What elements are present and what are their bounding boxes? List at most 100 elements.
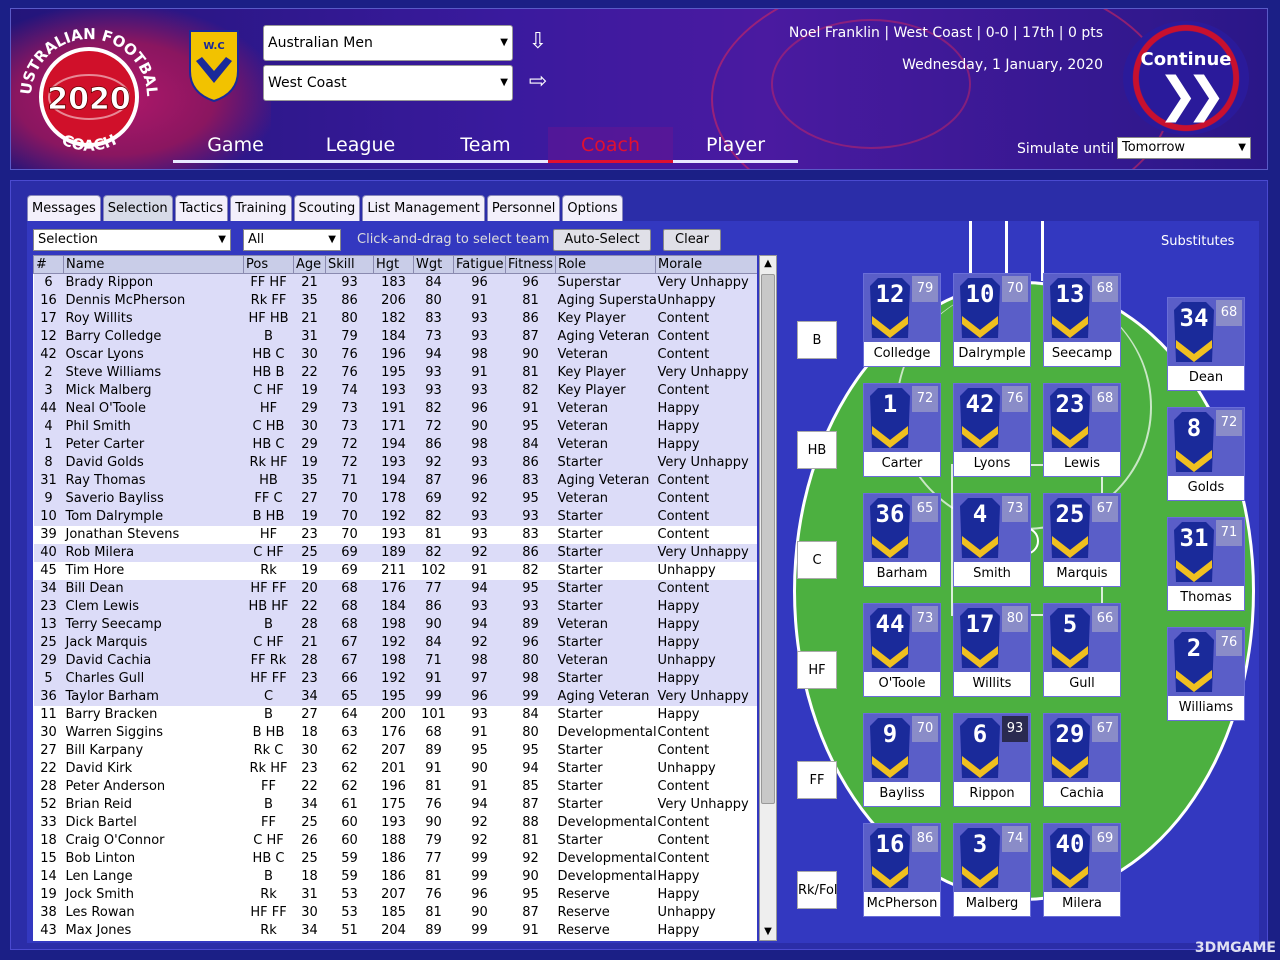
jersey-number: 16	[875, 830, 905, 858]
player-card[interactable]: 4 73 Smith	[953, 493, 1031, 587]
table-row[interactable]: 6 Brady Rippon FF HF 21 93 183 84 96 96 Superstar…	[33, 273, 757, 292]
table-row[interactable]: 13 Terry Seecamp B 28 68 198 90 94 89 Veteran Happ…	[33, 615, 757, 634]
table-row[interactable]: 23 Clem Lewis HB HF 22 68 184 86 93 93 Starter Hap…	[33, 597, 757, 616]
table-row[interactable]: 25 Jack Marquis C HF 21 67 192 84 92 96 Starter Ha…	[33, 633, 757, 652]
table-row[interactable]: 10 Tom Dalrymple B HB 19 70 192 82 93 93 Starter C…	[33, 507, 757, 526]
column-header[interactable]: Wgt	[413, 255, 454, 274]
player-card[interactable]: 9 70 Bayliss	[863, 713, 941, 807]
auto-select-button[interactable]: Auto-Select	[553, 229, 651, 251]
table-row[interactable]: 12 Barry Colledge B 31 79 184 73 93 87 Aging Vete…	[33, 327, 757, 346]
column-header[interactable]: Pos	[243, 255, 294, 274]
nav-league[interactable]: League	[298, 127, 423, 163]
table-row[interactable]: 4 Phil Smith C HB 30 73 171 72 90 95 Veteran Happy	[33, 417, 757, 436]
position-filter-select[interactable]: All ▼	[243, 229, 341, 251]
column-header[interactable]: Morale	[655, 255, 757, 274]
table-row[interactable]: 52 Brian Reid B 34 61 175 76 94 87 Starter Very Un…	[33, 795, 757, 814]
table-row[interactable]: 44 Neal O'Toole HF 29 73 191 82 96 91 Veteran Happ…	[33, 399, 757, 418]
nav-team[interactable]: Team	[423, 127, 548, 163]
tab-personnel[interactable]: Personnel	[486, 195, 561, 221]
column-header[interactable]: #	[33, 255, 64, 274]
table-row[interactable]: 2 Steve Williams HB B 22 76 195 93 91 81 Key Play…	[33, 363, 757, 382]
player-card[interactable]: 44 73 O'Toole	[863, 603, 941, 697]
nav-coach[interactable]: Coach	[548, 127, 673, 163]
cell-fatigue: 96	[453, 885, 506, 904]
table-row[interactable]: 42 Oscar Lyons HB C 30 76 196 94 98 90 Veteran Con…	[33, 345, 757, 364]
column-header[interactable]: Fitness	[505, 255, 556, 274]
table-row[interactable]: 22 David Kirk Rk HF 23 62 201 91 90 94 Starter Unh…	[33, 759, 757, 778]
load-game-icon[interactable]: ⇩	[528, 29, 548, 54]
table-row[interactable]: 34 Bill Dean HF FF 20 68 176 77 94 95 Starter Cont…	[33, 579, 757, 598]
table-row[interactable]: 3 Mick Malberg C HF 19 74 193 93 93 82 Key Player…	[33, 381, 757, 400]
tab-scouting[interactable]: Scouting	[293, 195, 361, 221]
nav-player[interactable]: Player	[673, 127, 798, 163]
table-row[interactable]: 33 Dick Bartel FF 25 60 193 90 92 88 Developmenta…	[33, 813, 757, 832]
clear-button[interactable]: Clear	[663, 229, 721, 251]
competition-select[interactable]: Australian Men ▼	[263, 25, 513, 61]
player-card[interactable]: 42 76 Lyons	[953, 383, 1031, 477]
table-row[interactable]: 28 Peter Anderson FF 22 62 196 81 91 85 Starter Co…	[33, 777, 757, 796]
table-row[interactable]: 38 Les Rowan HF FF 30 53 185 81 90 87 Reserve Unha…	[33, 903, 757, 922]
scroll-up-icon[interactable]: ▲	[764, 258, 772, 269]
player-card[interactable]: 8 72 Golds	[1167, 407, 1245, 501]
player-card[interactable]: 12 79 Colledge	[863, 273, 941, 367]
table-row[interactable]: 17 Roy Willits HF HB 21 80 182 83 93 86 Key Playe…	[33, 309, 757, 328]
player-card[interactable]: 40 69 Milera	[1043, 823, 1121, 917]
tab-options[interactable]: Options	[562, 195, 623, 221]
column-header[interactable]: Fatigue	[453, 255, 506, 274]
table-row[interactable]: 9 Saverio Bayliss FF C 27 70 178 69 92 95 Veteran…	[33, 489, 757, 508]
continue-button[interactable]: Continue ❯❯	[1123, 21, 1249, 135]
column-header[interactable]: Name	[63, 255, 244, 274]
club-select[interactable]: West Coast ▼	[263, 65, 513, 101]
table-row[interactable]: 30 Warren Siggins B HB 18 63 176 68 91 80 Develop…	[33, 723, 757, 742]
table-row[interactable]: 43 Max Jones Rk 34 51 204 89 99 91 Reserve Happy	[33, 921, 757, 940]
table-row[interactable]: 29 David Cachia FF Rk 28 67 198 71 98 80 Veteran U…	[33, 651, 757, 670]
nav-game[interactable]: Game	[173, 127, 298, 163]
table-row[interactable]: 31 Ray Thomas HB 35 71 194 87 96 83 Aging Veteran…	[33, 471, 757, 490]
jersey-icon	[1174, 302, 1214, 362]
table-row[interactable]: 27 Bill Karpany Rk C 30 62 207 89 95 95 Starter Co…	[33, 741, 757, 760]
tab-list-management[interactable]: List Management	[362, 195, 485, 221]
simulate-until-select[interactable]: Tomorrow ▼	[1117, 137, 1251, 159]
table-row[interactable]: 8 David Golds Rk HF 19 72 193 92 93 86 Starter Ver…	[33, 453, 757, 472]
player-card[interactable]: 1 72 Carter	[863, 383, 941, 477]
player-card[interactable]: 6 93 Rippon	[953, 713, 1031, 807]
player-card[interactable]: 2 76 Williams	[1167, 627, 1245, 721]
column-header[interactable]: Role	[555, 255, 656, 274]
column-header[interactable]: Hgt	[373, 255, 414, 274]
player-card[interactable]: 5 66 Gull	[1043, 603, 1121, 697]
exit-icon[interactable]: ⇨	[528, 69, 548, 94]
table-row[interactable]: 40 Rob Milera C HF 25 69 189 82 92 86 Starter Very…	[33, 543, 757, 562]
tab-tactics[interactable]: Tactics	[174, 195, 229, 221]
table-row[interactable]: 36 Taylor Barham C 34 65 195 99 96 99 Aging Veter…	[33, 687, 757, 706]
column-header[interactable]: Skill	[325, 255, 374, 274]
player-card[interactable]: 3 74 Malberg	[953, 823, 1031, 917]
table-row[interactable]: 15 Bob Linton HB C 25 59 186 77 99 92 Development…	[33, 849, 757, 868]
player-card[interactable]: 23 68 Lewis	[1043, 383, 1121, 477]
table-row[interactable]: 39 Jonathan Stevens HF 23 70 193 81 93 83 Starter…	[33, 525, 757, 544]
table-row[interactable]: 14 Len Lange B 18 59 186 81 99 90 Developmental Ha…	[33, 867, 757, 886]
table-row[interactable]: 5 Charles Gull HF FF 23 66 192 91 97 98 Starter Ha…	[33, 669, 757, 688]
table-row[interactable]: 11 Barry Bracken B 27 64 200 101 93 84 Starter Hap…	[33, 705, 757, 724]
tab-training[interactable]: Training	[230, 195, 292, 221]
player-card[interactable]: 10 70 Dalrymple	[953, 273, 1031, 367]
player-card[interactable]: 13 68 Seecamp	[1043, 273, 1121, 367]
tab-selection[interactable]: Selection	[102, 195, 173, 221]
player-card[interactable]: 16 86 McPherson	[863, 823, 941, 917]
table-row[interactable]: 45 Tim Hore Rk 19 69 211 102 91 82 Starter Unhappy	[33, 561, 757, 580]
player-card[interactable]: 25 67 Marquis	[1043, 493, 1121, 587]
player-card[interactable]: 31 71 Thomas	[1167, 517, 1245, 611]
scroll-down-icon[interactable]: ▼	[764, 926, 772, 937]
table-row[interactable]: 19 Jock Smith Rk 31 53 207 76 96 95 Reserve Happy	[33, 885, 757, 904]
player-card[interactable]: 17 80 Willits	[953, 603, 1031, 697]
list-filter-select[interactable]: Selection ▼	[33, 229, 231, 251]
player-card[interactable]: 36 65 Barham	[863, 493, 941, 587]
player-card[interactable]: 29 67 Cachia	[1043, 713, 1121, 807]
table-row[interactable]: 16 Dennis McPherson Rk FF 35 86 206 80 91 81 Agin…	[33, 291, 757, 310]
player-card[interactable]: 34 68 Dean	[1167, 297, 1245, 391]
table-row[interactable]: 18 Craig O'Connor C HF 26 60 188 79 92 81 Starter…	[33, 831, 757, 850]
table-scrollbar[interactable]: ▲ ▼	[759, 255, 777, 941]
tab-messages[interactable]: Messages	[27, 195, 101, 221]
scroll-thumb[interactable]	[761, 274, 775, 804]
column-header[interactable]: Age	[293, 255, 326, 274]
table-row[interactable]: 1 Peter Carter HB C 29 72 194 86 98 84 Veteran Hap…	[33, 435, 757, 454]
